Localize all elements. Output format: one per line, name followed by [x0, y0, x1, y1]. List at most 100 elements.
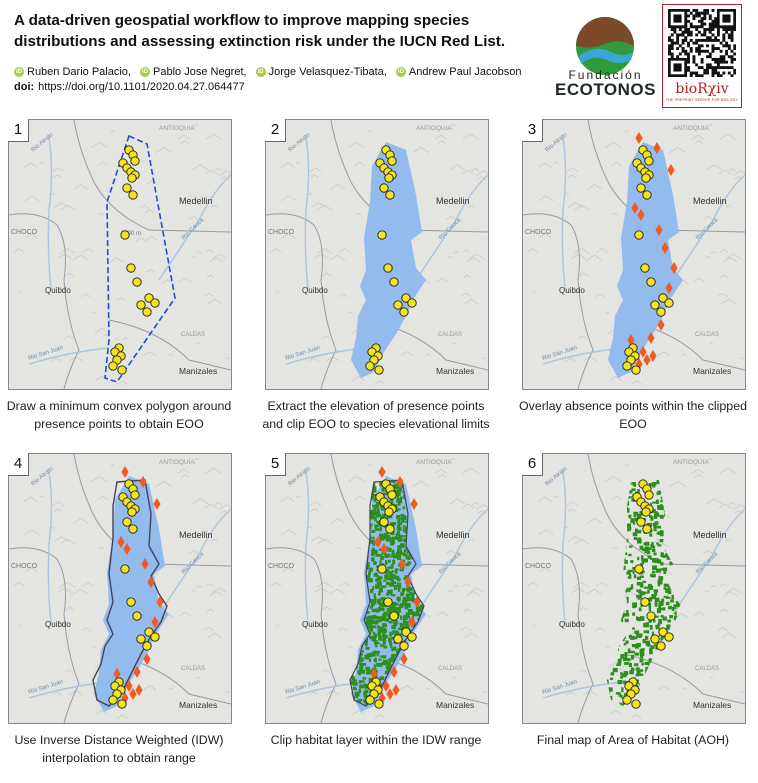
absence-point: [390, 666, 398, 678]
presence-point: [399, 307, 409, 317]
presence-point: [650, 300, 660, 310]
panel-6: ANTIOQUIA Medellin CHOCO Quibdo Manizales CAL…: [514, 453, 752, 747]
city-label-medellin: Medellin: [436, 196, 470, 206]
orcid-icon[interactable]: iD: [14, 67, 24, 77]
city-label-medellin: Medellin: [693, 530, 727, 540]
author-name: Pablo Jose Negret,: [153, 66, 247, 78]
city-label-manizales: Manizales: [436, 366, 474, 376]
city-label-quibdo: Quibdo: [45, 620, 71, 629]
ecotonos-logo-icon: [576, 17, 634, 75]
map-canvas: ANTIOQUIA Medellin CHOCO Quibdo Manizales CAL…: [523, 120, 745, 389]
region-label-caldas: CALDAS: [181, 666, 205, 672]
presence-point: [384, 173, 394, 183]
presence-point: [122, 183, 132, 193]
region-label-caldas: CALDAS: [438, 332, 462, 338]
presence-point: [385, 524, 395, 534]
presence-point: [393, 634, 403, 644]
presence-point: [389, 277, 399, 287]
region-label-antioquia: ANTIOQUIA: [159, 459, 195, 466]
absence-point: [647, 332, 655, 344]
city-label-medellin: Medellin: [179, 530, 213, 540]
map-panel-5: ANTIOQUIA Medellin CHOCO Quibdo Manizales CAL…: [265, 453, 489, 724]
absence-point: [643, 354, 651, 366]
panel-caption: Extract the elevation of presence points…: [262, 399, 490, 431]
absence-point: [398, 558, 406, 570]
presence-point: [656, 641, 666, 651]
presence-point: [383, 597, 393, 607]
absence-point: [413, 596, 421, 608]
contour-label: 2700 m: [121, 231, 141, 237]
presence-point: [656, 307, 666, 317]
panel-caption: Final map of Area of Habitat (AOH): [536, 733, 730, 747]
absence-point: [380, 543, 388, 555]
presence-point: [132, 611, 142, 621]
orcid-icon[interactable]: iD: [255, 67, 266, 77]
doi-link[interactable]: https://doi.org/10.1101/2020.04.27.06447…: [38, 81, 245, 93]
presence-point: [658, 627, 668, 637]
region-label-choco: CHOCO: [268, 563, 295, 570]
presence-point: [634, 230, 644, 240]
absence-point: [627, 334, 635, 346]
presence-point: [374, 699, 384, 709]
map-panel-6: ANTIOQUIA Medellin CHOCO Quibdo Manizales CAL…: [522, 453, 746, 724]
city-label-quibdo: Quibdo: [302, 286, 328, 295]
city-label-medellin: Medellin: [693, 196, 727, 206]
absence-point: [125, 680, 133, 692]
city-label-manizales: Manizales: [693, 366, 731, 376]
absence-point: [133, 666, 141, 678]
map-canvas: ANTIOQUIA Medellin CHOCO Quibdo Manizales CAL…: [266, 454, 488, 723]
presence-point: [377, 230, 387, 240]
city-label-quibdo: Quibdo: [45, 286, 71, 295]
presence-point: [664, 298, 674, 308]
absence-point: [153, 498, 161, 510]
biorxiv-logo-text: bioRχiv: [675, 81, 729, 97]
panel-caption: Clip habitat layer within the IDW range: [270, 733, 482, 747]
biorxiv-badge[interactable]: bioRχiv THE PREPRINT SERVER FOR BIOLOGY: [662, 4, 742, 108]
absence-point: [370, 668, 378, 680]
region-label-caldas: CALDAS: [438, 666, 462, 672]
absence-point: [123, 543, 131, 555]
presence-point: [640, 263, 650, 273]
presence-point: [150, 298, 160, 308]
absence-point: [639, 346, 647, 358]
author-list: iD Ruben Dario Palacio, iD Pablo Jose Negr…: [14, 64, 527, 78]
region-label-choco: CHOCO: [11, 563, 38, 570]
absence-point: [135, 684, 143, 696]
presence-point: [130, 490, 140, 500]
city-label-medellin: Medellin: [179, 196, 213, 206]
presence-point: [399, 641, 409, 651]
region-label-choco: CHOCO: [268, 229, 295, 236]
region-label-caldas: CALDAS: [181, 332, 205, 338]
presence-point: [120, 564, 130, 574]
presence-point: [127, 173, 137, 183]
presence-point: [646, 277, 656, 287]
clipped-eoo: [608, 142, 683, 378]
absence-point: [400, 653, 408, 665]
city-label-manizales: Manizales: [436, 700, 474, 710]
absence-point: [657, 319, 665, 331]
presence-point: [132, 277, 142, 287]
presence-point: [130, 156, 140, 166]
author: iD Pablo Jose Negret,: [140, 66, 247, 78]
presence-point: [407, 298, 417, 308]
orcid-icon[interactable]: iD: [140, 67, 151, 77]
panel-3: ANTIOQUIA Medellin CHOCO Quibdo Manizales CAL…: [514, 119, 752, 431]
orcid-icon[interactable]: iD: [395, 67, 406, 77]
presence-point: [136, 634, 146, 644]
panel-5: ANTIOQUIA Medellin CHOCO Quibdo Manizales CAL…: [257, 453, 495, 747]
biorxiv-tagline: THE PREPRINT SERVER FOR BIOLOGY: [665, 98, 739, 102]
presence-point: [117, 699, 127, 709]
region-label-antioquia: ANTIOQUIA: [159, 125, 195, 132]
city-label-quibdo: Quibdo: [302, 620, 328, 629]
ecotonos-text: ECOTONOS: [555, 80, 656, 99]
presence-point: [640, 597, 650, 607]
presence-point: [126, 597, 136, 607]
region-label-antioquia: ANTIOQUIA: [416, 459, 452, 466]
presence-point: [142, 641, 152, 651]
fundacion-text: Fundación: [568, 68, 643, 82]
eoo-polygon: [104, 134, 176, 383]
presence-point: [664, 632, 674, 642]
presence-point: [122, 517, 132, 527]
panel-number: 6: [522, 453, 543, 476]
presence-point: [622, 695, 632, 705]
